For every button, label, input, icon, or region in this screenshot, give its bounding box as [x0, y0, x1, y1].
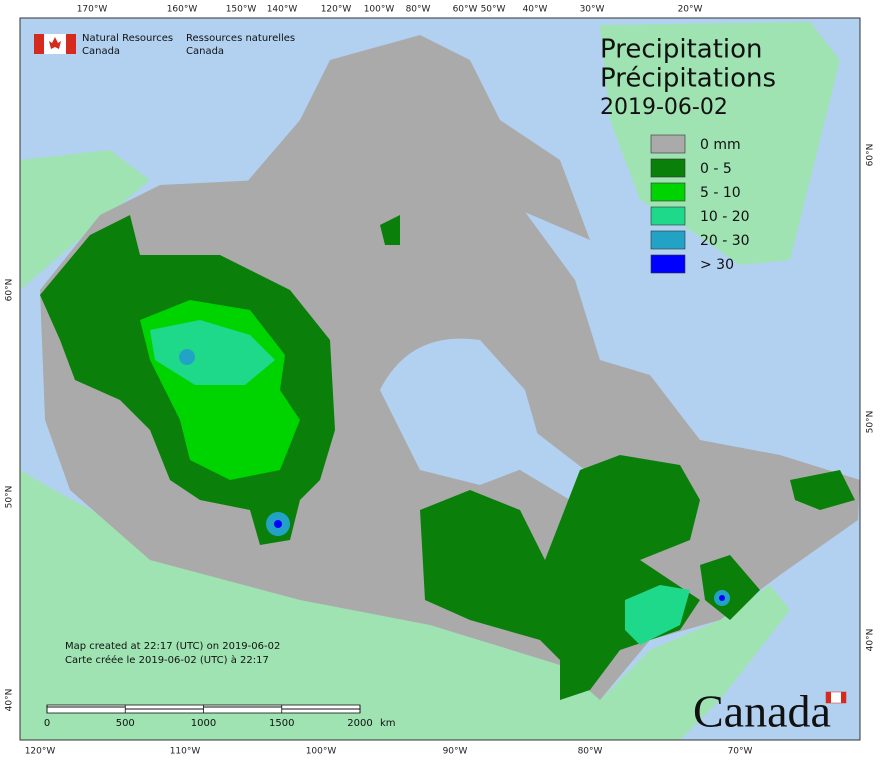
graticule-label: 100°W: [306, 747, 337, 757]
wordmark: Canada: [693, 686, 831, 737]
credit: Map created at 22:17 (UTC) on 2019-06-02: [65, 641, 280, 652]
graticule-label: 60°N: [5, 279, 15, 302]
legend-label: > 30: [700, 257, 734, 273]
scale-label: 0: [44, 718, 50, 729]
legend-swatch: [650, 134, 686, 154]
flag-band: [34, 34, 44, 54]
graticule-label: 50°W: [481, 5, 506, 15]
legend-label: 0 - 5: [700, 161, 732, 177]
graticule-label: 50°N: [866, 411, 876, 434]
precip-west-mid: [150, 320, 275, 385]
agency-fr: Ressources naturelles: [186, 33, 295, 44]
scale-label: 2000: [347, 718, 372, 729]
james-bay: [520, 420, 585, 500]
agency-en: Natural Resources: [82, 33, 173, 44]
greenland: [600, 22, 840, 265]
precipitation: [40, 215, 855, 700]
graticule-label: 50°N: [5, 486, 15, 509]
precip-spot: [179, 349, 195, 365]
hudson-bay: [380, 338, 545, 485]
graticule-label: 160°W: [167, 5, 198, 15]
scale-label: 1500: [269, 718, 294, 729]
precip-newfoundland: [790, 470, 855, 510]
graticule-label: 110°W: [170, 747, 201, 757]
agency-fr: Canada: [186, 46, 224, 57]
legend-label: 20 - 30: [700, 233, 750, 249]
flag-leaf: [49, 37, 61, 49]
scale-label: 1000: [191, 718, 216, 729]
agency-header: Natural Resources Canada Ressources natu…: [34, 33, 295, 57]
legend-swatch: [650, 182, 686, 202]
legend-swatch: [650, 206, 686, 226]
graticule-label: 140°W: [267, 5, 298, 15]
graticule-label: 40°N: [5, 689, 15, 712]
legend-swatch: [650, 254, 686, 274]
precip-arctic: [380, 215, 400, 245]
graticule-label: 20°W: [678, 5, 703, 15]
alaska: [20, 150, 150, 290]
precip-spot: [274, 520, 282, 528]
legend-label: 0 mm: [700, 137, 741, 153]
graticule-label: 170°W: [77, 5, 108, 15]
arctic-islands: [240, 35, 590, 240]
map-border: [19, 17, 861, 741]
graticule-label: 60°N: [866, 144, 876, 167]
agency-en: Canada: [82, 46, 120, 57]
wordmark-flag: [826, 692, 831, 703]
title: Précipitations: [600, 64, 776, 94]
graticule-label: 40°N: [866, 629, 876, 652]
graticule-label: 90°W: [443, 747, 468, 757]
legend-swatch: [650, 158, 686, 178]
precip-east: [420, 455, 700, 700]
graticule-label: 120°W: [25, 747, 56, 757]
graticule-label: 120°W: [321, 5, 352, 15]
legend-label: 10 - 20: [700, 209, 750, 225]
precip-east-mid: [625, 585, 690, 645]
precip-maritimes: [700, 555, 760, 620]
graticule-label: 80°W: [578, 747, 603, 757]
graticule-label: 30°W: [580, 5, 605, 15]
scale-unit: km: [380, 718, 396, 729]
date: 2019-06-02: [600, 95, 728, 120]
legend-label: 5 - 10: [700, 185, 741, 201]
graticule-label: 80°W: [406, 5, 431, 15]
graticule-label: 70°W: [728, 747, 753, 757]
graticule-label: 150°W: [226, 5, 257, 15]
legend-swatch: [650, 230, 686, 250]
graticule-label: 40°W: [523, 5, 548, 15]
title: Precipitation: [600, 35, 763, 65]
credit: Carte créée le 2019-06-02 (UTC) à 22:17: [65, 654, 269, 666]
scale-label: 500: [116, 718, 135, 729]
graticule-label: 60°W: [453, 5, 478, 15]
graticule-label: 100°W: [364, 5, 395, 15]
wordmark-flag: [841, 692, 846, 703]
precip-spot: [719, 595, 725, 601]
usa: [20, 470, 790, 740]
flag-band: [66, 34, 76, 54]
